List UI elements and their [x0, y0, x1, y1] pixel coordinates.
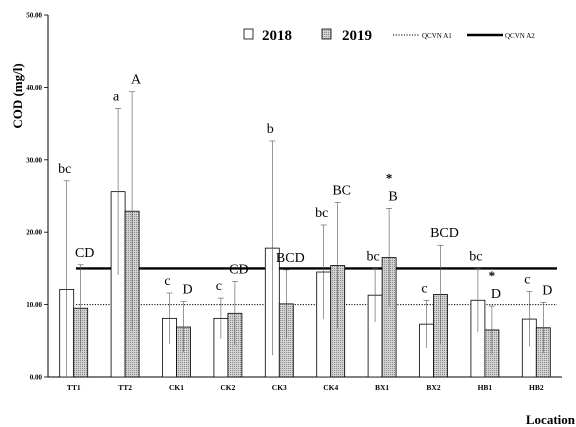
legend-swatch-2018 — [243, 28, 254, 40]
category-label-tt2: TT2 — [118, 383, 132, 392]
y-tick-label: 0.00 — [30, 374, 43, 382]
significance-label-2019-bx2: BCD — [430, 226, 459, 241]
significance-label-2019-hb2: D — [542, 283, 552, 298]
star-2019-hb1: * — [489, 268, 496, 283]
significance-label-2018-tt2: a — [113, 89, 120, 104]
legend-swatch-2019 — [321, 28, 332, 40]
category-labels: TT1 TT2 CK1 CK2 CK3 CK4 BX1 BX2 HB1 HB2 — [67, 383, 544, 392]
significance-label-2018-ck1: c — [164, 274, 170, 289]
y-tick-label: 50.00 — [26, 12, 42, 20]
legend-label-qcvn-a2: QCVN A2 — [505, 32, 535, 40]
significance-label-2019-ck1: D — [182, 283, 192, 298]
category-label-ck2: CK2 — [220, 383, 235, 392]
category-label-bx1: BX1 — [375, 383, 389, 392]
bars — [59, 191, 551, 378]
y-tick-label: 10.00 — [26, 301, 42, 309]
y-ticks: 0.00 10.00 20.00 30.00 40.00 50.00 — [26, 12, 48, 382]
significance-label-2018-ck4: bc — [315, 206, 328, 221]
significance-label-2019-ck2: CD — [229, 262, 248, 277]
category-label-ck4: CK4 — [323, 383, 338, 392]
legend: 2018 2019 QCVN A1 QCVN A2 — [243, 28, 535, 44]
category-label-hb1: HB1 — [478, 383, 493, 392]
x-axis-label: Location — [526, 412, 576, 427]
y-tick-label: 40.00 — [26, 84, 42, 92]
significance-label-2019-tt1: CD — [75, 246, 94, 261]
significance-label-2018-hb1: bc — [469, 249, 482, 264]
legend-label-2018: 2018 — [262, 28, 292, 44]
category-label-ck3: CK3 — [272, 383, 287, 392]
significance-label-2018-ck3: b — [267, 122, 274, 137]
category-label-hb2: HB2 — [529, 383, 544, 392]
legend-label-qcvn-a1: QCVN A1 — [422, 32, 452, 40]
significance-label-2018-bx1: bc — [366, 249, 379, 264]
star-2019-bx1: * — [386, 170, 393, 185]
y-tick-label: 30.00 — [26, 156, 42, 164]
significance-label-2018-tt1: bc — [58, 162, 71, 177]
significance-label-2018-hb2: c — [524, 273, 530, 288]
significance-label-2019-bx1: B — [388, 189, 397, 204]
legend-label-2019: 2019 — [342, 28, 372, 44]
significance-label-2019-ck4: BC — [332, 184, 351, 199]
error-bars — [63, 91, 547, 377]
category-label-tt1: TT1 — [67, 383, 81, 392]
significance-label-2019-tt2: A — [131, 73, 142, 88]
category-label-bx2: BX2 — [426, 383, 440, 392]
significance-label-2018-ck2: c — [216, 279, 222, 294]
significance-label-2018-bx2: c — [421, 281, 427, 296]
y-axis-label: COD (mg/l) — [10, 63, 25, 128]
category-label-ck1: CK1 — [169, 383, 184, 392]
significance-label-2019-hb1: D — [491, 287, 501, 302]
significance-label-2019-ck3: BCD — [276, 251, 305, 266]
y-tick-label: 20.00 — [26, 229, 42, 237]
